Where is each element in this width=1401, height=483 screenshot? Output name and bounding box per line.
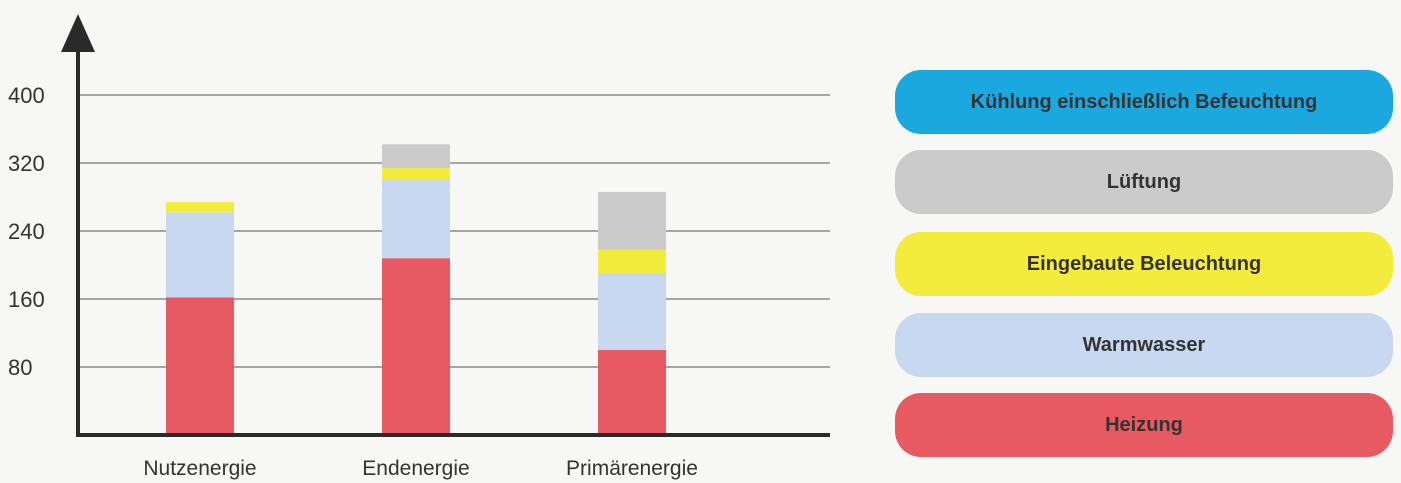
x-category-label: Nutzenergie <box>143 457 256 480</box>
y-tick-label: 320 <box>8 151 45 176</box>
legend-item: Heizung <box>895 393 1393 457</box>
legend-item: Lüftung <box>895 150 1393 214</box>
bar-segment-l-ftung <box>382 144 450 169</box>
legend-item: Kühlung einschließlich Befeuchtung <box>895 70 1393 134</box>
bar-segment-eingebaute-beleuchtung <box>166 202 234 213</box>
x-category-label: Primärenergie <box>566 457 698 480</box>
bar-segment-l-ftung <box>598 191 666 250</box>
axis-labels: 80 160 240 320 400 Nutzenergie Endenergie Primä… <box>8 83 698 480</box>
bar-segment-warmwasser <box>598 273 666 350</box>
legend-label: Kühlung einschließlich Befeuchtung <box>970 90 1318 113</box>
y-tick-label: 400 <box>8 83 45 108</box>
bar-segment-heizung <box>598 350 666 435</box>
bar-segment-eingebaute-beleuchtung <box>382 168 450 180</box>
y-tick-label: 160 <box>8 287 45 312</box>
bar-segment-warmwasser <box>382 180 450 259</box>
legend-item: Eingebaute Beleuchtung <box>895 232 1393 296</box>
y-axis-arrow-icon <box>61 14 95 52</box>
legend-label: Lüftung <box>1106 170 1182 193</box>
y-tick-label: 80 <box>8 355 32 380</box>
legend-label: Eingebaute Beleuchtung <box>1026 252 1262 275</box>
bar-segment-warmwasser <box>166 212 234 298</box>
x-category-label: Endenergie <box>362 457 469 480</box>
bar-segment-heizung <box>382 258 450 435</box>
legend-item: Warmwasser <box>895 313 1393 377</box>
chart-svg: 80 160 240 320 400 Nutzenergie Endenergie Primä… <box>8 14 830 480</box>
bars <box>166 144 666 435</box>
legend-label: Warmwasser <box>1082 333 1206 356</box>
bar-segment-heizung <box>166 297 234 435</box>
legend-label: Heizung <box>1105 413 1183 436</box>
y-tick-label: 240 <box>8 219 45 244</box>
axes <box>61 14 830 437</box>
bar-segment-eingebaute-beleuchtung <box>598 249 666 274</box>
